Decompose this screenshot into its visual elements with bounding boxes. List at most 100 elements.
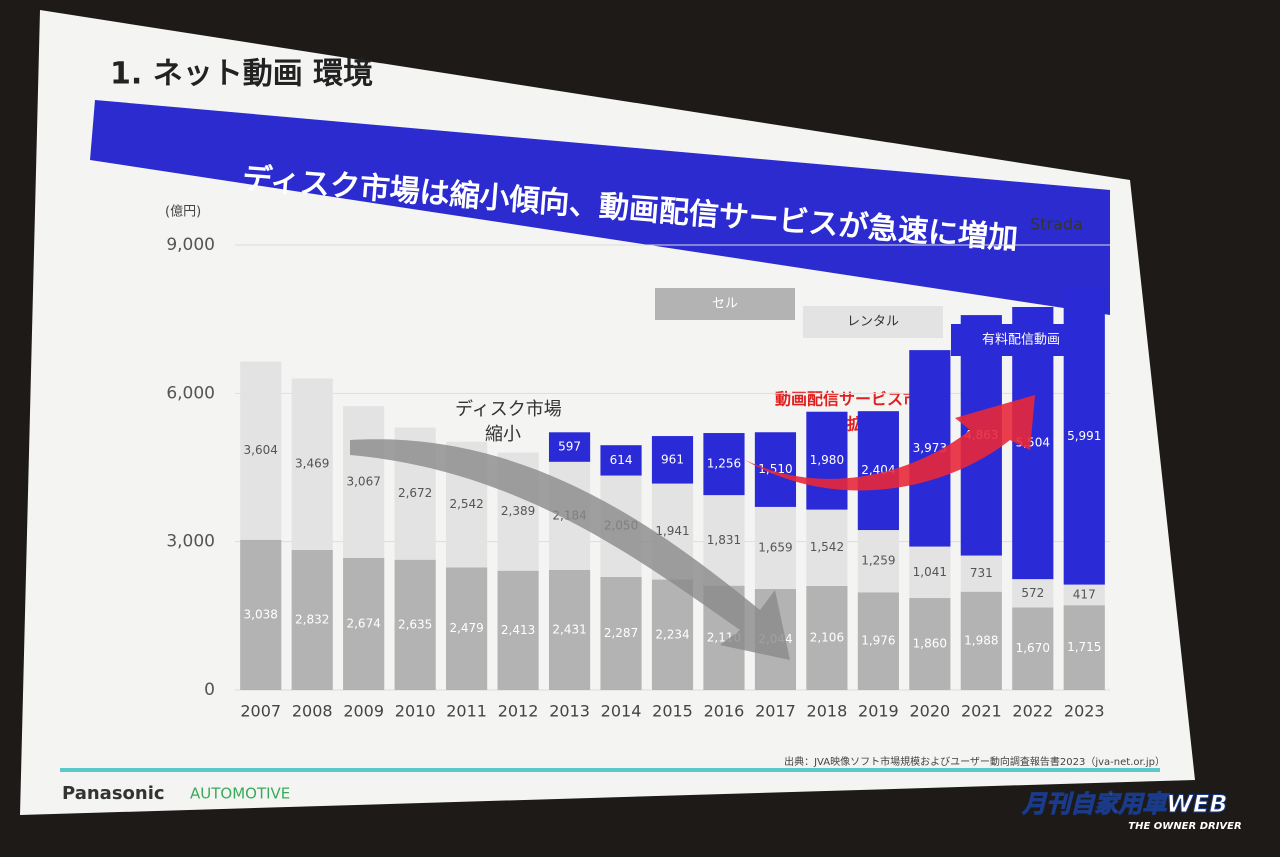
data-label: 961 (661, 452, 684, 466)
x-tick-label: 2023 (1064, 702, 1105, 721)
x-tick-label: 2022 (1012, 702, 1053, 721)
bar-segment (343, 557, 385, 690)
bar-segment (548, 569, 591, 690)
banner-bg (90, 100, 1110, 315)
data-label: 3,067 (346, 474, 380, 488)
data-label: 3,469 (295, 457, 329, 471)
data-label: 731 (970, 566, 993, 580)
data-label: 2,287 (604, 626, 638, 640)
data-label: 1,256 (707, 457, 741, 471)
bar-segment (806, 509, 848, 586)
data-label: 597 (558, 440, 581, 454)
annotation: 縮小 (485, 424, 521, 445)
bar-segment (857, 592, 899, 690)
x-tick-label: 2011 (446, 702, 487, 721)
bar-segment (600, 576, 642, 690)
bar-segment (703, 495, 745, 586)
x-tick-label: 2015 (652, 702, 693, 721)
annotation: 動画配信サービス市場 (775, 390, 935, 409)
legend-label: 有料配信動画 (982, 333, 1060, 348)
decline-arrow (350, 439, 790, 660)
data-label: 1,670 (1016, 641, 1050, 655)
data-label: 2,542 (449, 497, 483, 511)
data-label: 2,672 (398, 486, 432, 500)
bar-segment (548, 432, 591, 462)
y-tick-label: 3,000 (166, 532, 215, 552)
data-label: 2,832 (295, 612, 329, 626)
data-label: 2,234 (655, 627, 689, 641)
data-label: 1,259 (861, 554, 895, 568)
bar-segment (600, 445, 642, 476)
source: 出典：JVA映像ソフト市場規模およびユーザー動向調査報告書2023（jva-ne… (784, 755, 1165, 768)
bar-segment (291, 378, 333, 550)
data-label: 1,659 (758, 540, 792, 554)
data-label: 1,941 (655, 524, 689, 538)
bar-segment (240, 539, 282, 690)
x-tick-label: 2021 (961, 702, 1002, 721)
x-tick-label: 2020 (909, 702, 950, 721)
bar-segment (1012, 607, 1054, 690)
footer-rule (60, 768, 1160, 772)
bar-segment (343, 406, 385, 558)
bar-segment (909, 546, 951, 599)
bar-segment (1012, 579, 1054, 608)
data-label: 2,635 (398, 617, 432, 631)
x-tick-label: 2009 (343, 702, 384, 721)
x-tick-label: 2008 (292, 702, 333, 721)
data-label: 1,860 (913, 637, 947, 651)
data-label: 3,604 (244, 443, 278, 457)
x-tick-label: 2016 (704, 702, 745, 721)
bar-segment (1063, 584, 1105, 606)
bar-segment (960, 591, 1002, 690)
x-tick-label: 2013 (549, 702, 590, 721)
data-label: 2,431 (552, 622, 586, 636)
x-tick-label: 2012 (498, 702, 539, 721)
data-label: 1,831 (707, 533, 741, 547)
data-label: 2,674 (346, 616, 380, 630)
data-label: 3,038 (244, 607, 278, 621)
footer-brand: Panasonic (62, 783, 165, 804)
watermark-title: 月刊自家用車WEB (1021, 790, 1227, 818)
bar-segment (960, 555, 1002, 592)
data-label: 1,976 (861, 634, 895, 648)
growth-arrow (745, 395, 1035, 491)
data-label: 2,413 (501, 623, 535, 637)
data-label: 572 (1021, 586, 1044, 600)
data-label: 1,988 (964, 633, 998, 647)
data-label: 1,041 (913, 565, 947, 579)
data-label: 1,980 (810, 453, 844, 467)
x-tick-label: 2007 (240, 702, 281, 721)
plot: 0 3,000 6,000 9,000 2007 3,038 3,604 2008 2,832 3… (166, 235, 1110, 721)
data-label: 2,106 (810, 630, 844, 644)
bar-segment (754, 432, 797, 507)
bar-segment (806, 585, 848, 690)
y-tick-label: 0 (204, 680, 215, 700)
bar-segment (394, 559, 436, 690)
bar-segment (857, 530, 899, 593)
bar-segment (1063, 605, 1105, 690)
y-axis-label: (億円) (165, 204, 201, 220)
bar-segment (806, 411, 848, 510)
data-label: 417 (1073, 587, 1096, 601)
bar-segment (291, 549, 333, 690)
data-label: 5,991 (1067, 429, 1101, 443)
legend-label: レンタル (847, 315, 899, 330)
x-tick-label: 2017 (755, 702, 796, 721)
bar-segment (446, 567, 488, 690)
data-label: 1,510 (758, 462, 792, 476)
x-tick-label: 2018 (807, 702, 848, 721)
data-label: 2,389 (501, 504, 535, 518)
legend-swatch (803, 306, 943, 338)
footer-division: AUTOMOTIVE (190, 785, 290, 803)
y-tick-label: 6,000 (166, 383, 215, 403)
legend-label: セル (712, 297, 738, 312)
bar-segment (754, 506, 797, 589)
bar-segment (909, 598, 951, 690)
data-label: 1,715 (1067, 640, 1101, 654)
slide-title: 1. ネット動画 環境 (110, 57, 373, 92)
x-tick-label: 2019 (858, 702, 899, 721)
legend-swatch (951, 324, 1091, 356)
x-tick-label: 2014 (601, 702, 642, 721)
